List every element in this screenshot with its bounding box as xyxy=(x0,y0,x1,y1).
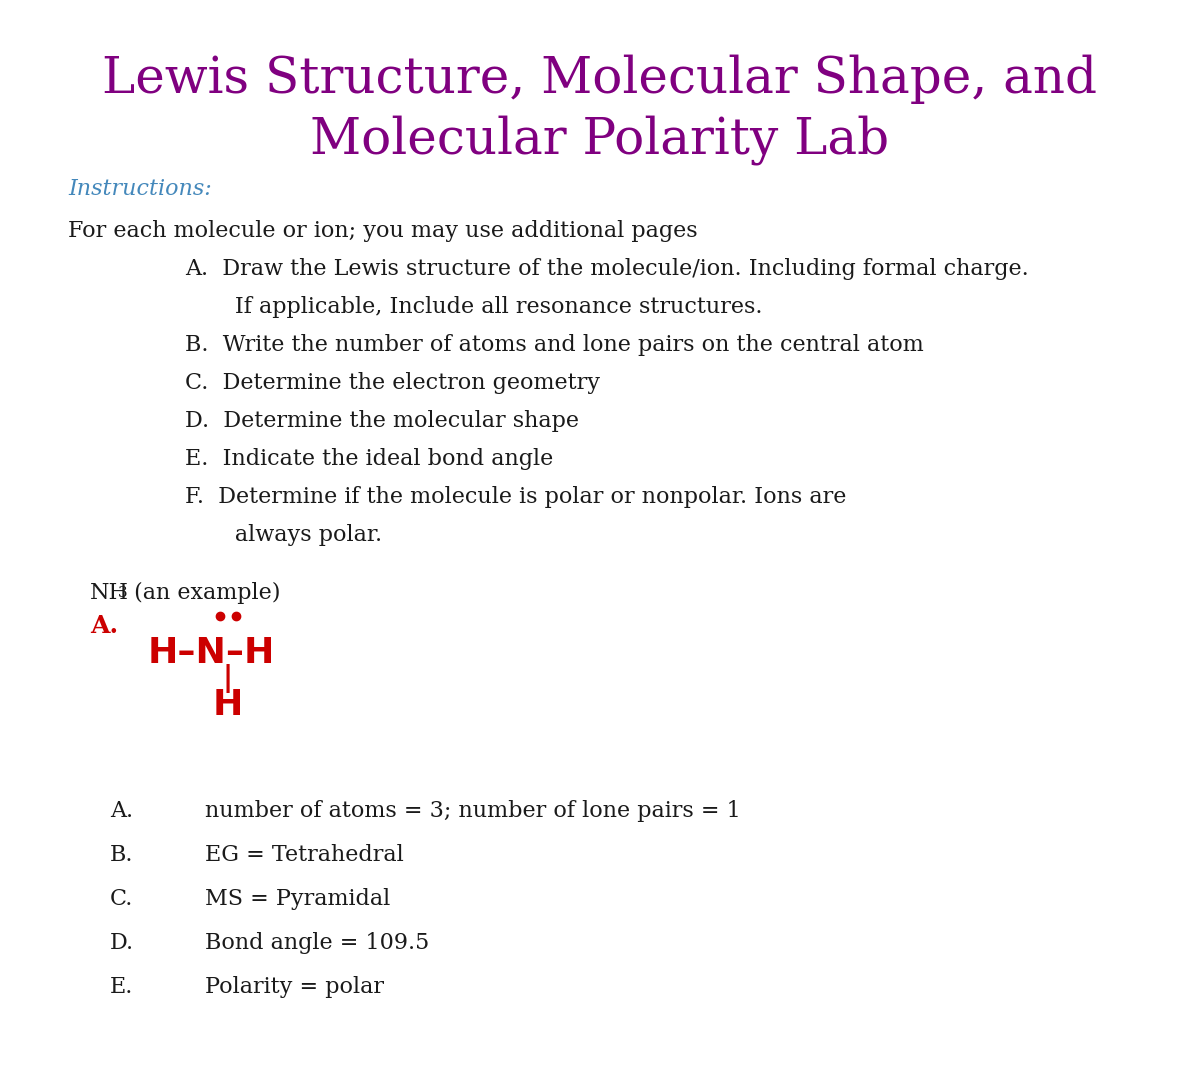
Text: H–N–H: H–N–H xyxy=(148,636,275,671)
Text: A.  Draw the Lewis structure of the molecule/ion. Including formal charge.: A. Draw the Lewis structure of the molec… xyxy=(185,258,1028,280)
Text: E.  Indicate the ideal bond angle: E. Indicate the ideal bond angle xyxy=(185,448,553,470)
Text: (an example): (an example) xyxy=(127,582,281,604)
Text: C.  Determine the electron geometry: C. Determine the electron geometry xyxy=(185,372,600,393)
Text: EG = Tetrahedral: EG = Tetrahedral xyxy=(205,844,403,866)
Text: number of atoms = 3; number of lone pairs = 1: number of atoms = 3; number of lone pair… xyxy=(205,800,740,823)
Text: Molecular Polarity Lab: Molecular Polarity Lab xyxy=(311,115,889,165)
Text: Bond angle = 109.5: Bond angle = 109.5 xyxy=(205,932,430,954)
Text: If applicable, Include all resonance structures.: If applicable, Include all resonance str… xyxy=(185,296,762,318)
Text: 3: 3 xyxy=(118,586,127,600)
Text: E.: E. xyxy=(110,976,133,998)
Text: D.  Determine the molecular shape: D. Determine the molecular shape xyxy=(185,410,580,432)
Text: Instructions:: Instructions: xyxy=(68,178,211,201)
Text: NH: NH xyxy=(90,582,130,604)
Text: H: H xyxy=(212,688,244,722)
Text: always polar.: always polar. xyxy=(185,524,382,545)
Text: A.: A. xyxy=(90,614,118,638)
Text: MS = Pyramidal: MS = Pyramidal xyxy=(205,888,390,910)
Text: Lewis Structure, Molecular Shape, and: Lewis Structure, Molecular Shape, and xyxy=(102,55,1098,105)
Text: Polarity = polar: Polarity = polar xyxy=(205,976,384,998)
Text: B.: B. xyxy=(110,844,133,866)
Text: A.: A. xyxy=(110,800,133,823)
Text: B.  Write the number of atoms and lone pairs on the central atom: B. Write the number of atoms and lone pa… xyxy=(185,334,924,356)
Text: |: | xyxy=(223,664,233,693)
Text: For each molecule or ion; you may use additional pages: For each molecule or ion; you may use ad… xyxy=(68,220,697,241)
Text: D.: D. xyxy=(110,932,134,954)
Text: F.  Determine if the molecule is polar or nonpolar. Ions are: F. Determine if the molecule is polar or… xyxy=(185,486,846,508)
Text: C.: C. xyxy=(110,888,133,910)
